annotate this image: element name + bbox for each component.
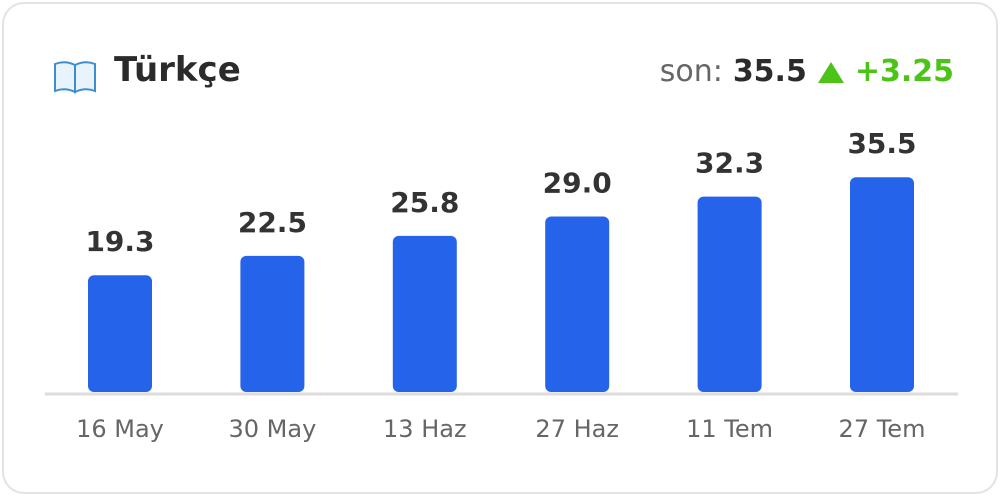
- value-label: 29.0: [543, 167, 612, 200]
- x-tick-label: 30 May: [229, 415, 317, 443]
- bar: [697, 196, 762, 392]
- latest-label: son:: [659, 54, 723, 89]
- title: Türkçe: [114, 50, 241, 90]
- x-tick-label: 27 Tem: [839, 415, 926, 443]
- value-label: 22.5: [238, 206, 307, 239]
- book-icon: [54, 61, 96, 94]
- bar: [850, 177, 914, 392]
- x-tick-label: 16 May: [76, 415, 164, 443]
- x-tick-label: 13 Haz: [383, 415, 467, 443]
- value-label: 35.5: [847, 127, 916, 160]
- x-tick-label: 27 Haz: [535, 415, 619, 443]
- bar: [392, 235, 457, 392]
- latest: son: 35.5 +3.25: [660, 54, 954, 89]
- up-arrow: [817, 61, 844, 83]
- value-label: 19.3: [85, 225, 154, 258]
- latest-change: +3.25: [854, 54, 954, 89]
- x-tick-label: 11 Tem: [686, 415, 773, 443]
- value-label: 25.8: [390, 186, 459, 219]
- bar: [545, 216, 610, 392]
- bar: [88, 275, 152, 392]
- bar: [240, 255, 305, 392]
- value-label: 32.3: [695, 147, 764, 180]
- latest-value: 35.5: [732, 54, 807, 89]
